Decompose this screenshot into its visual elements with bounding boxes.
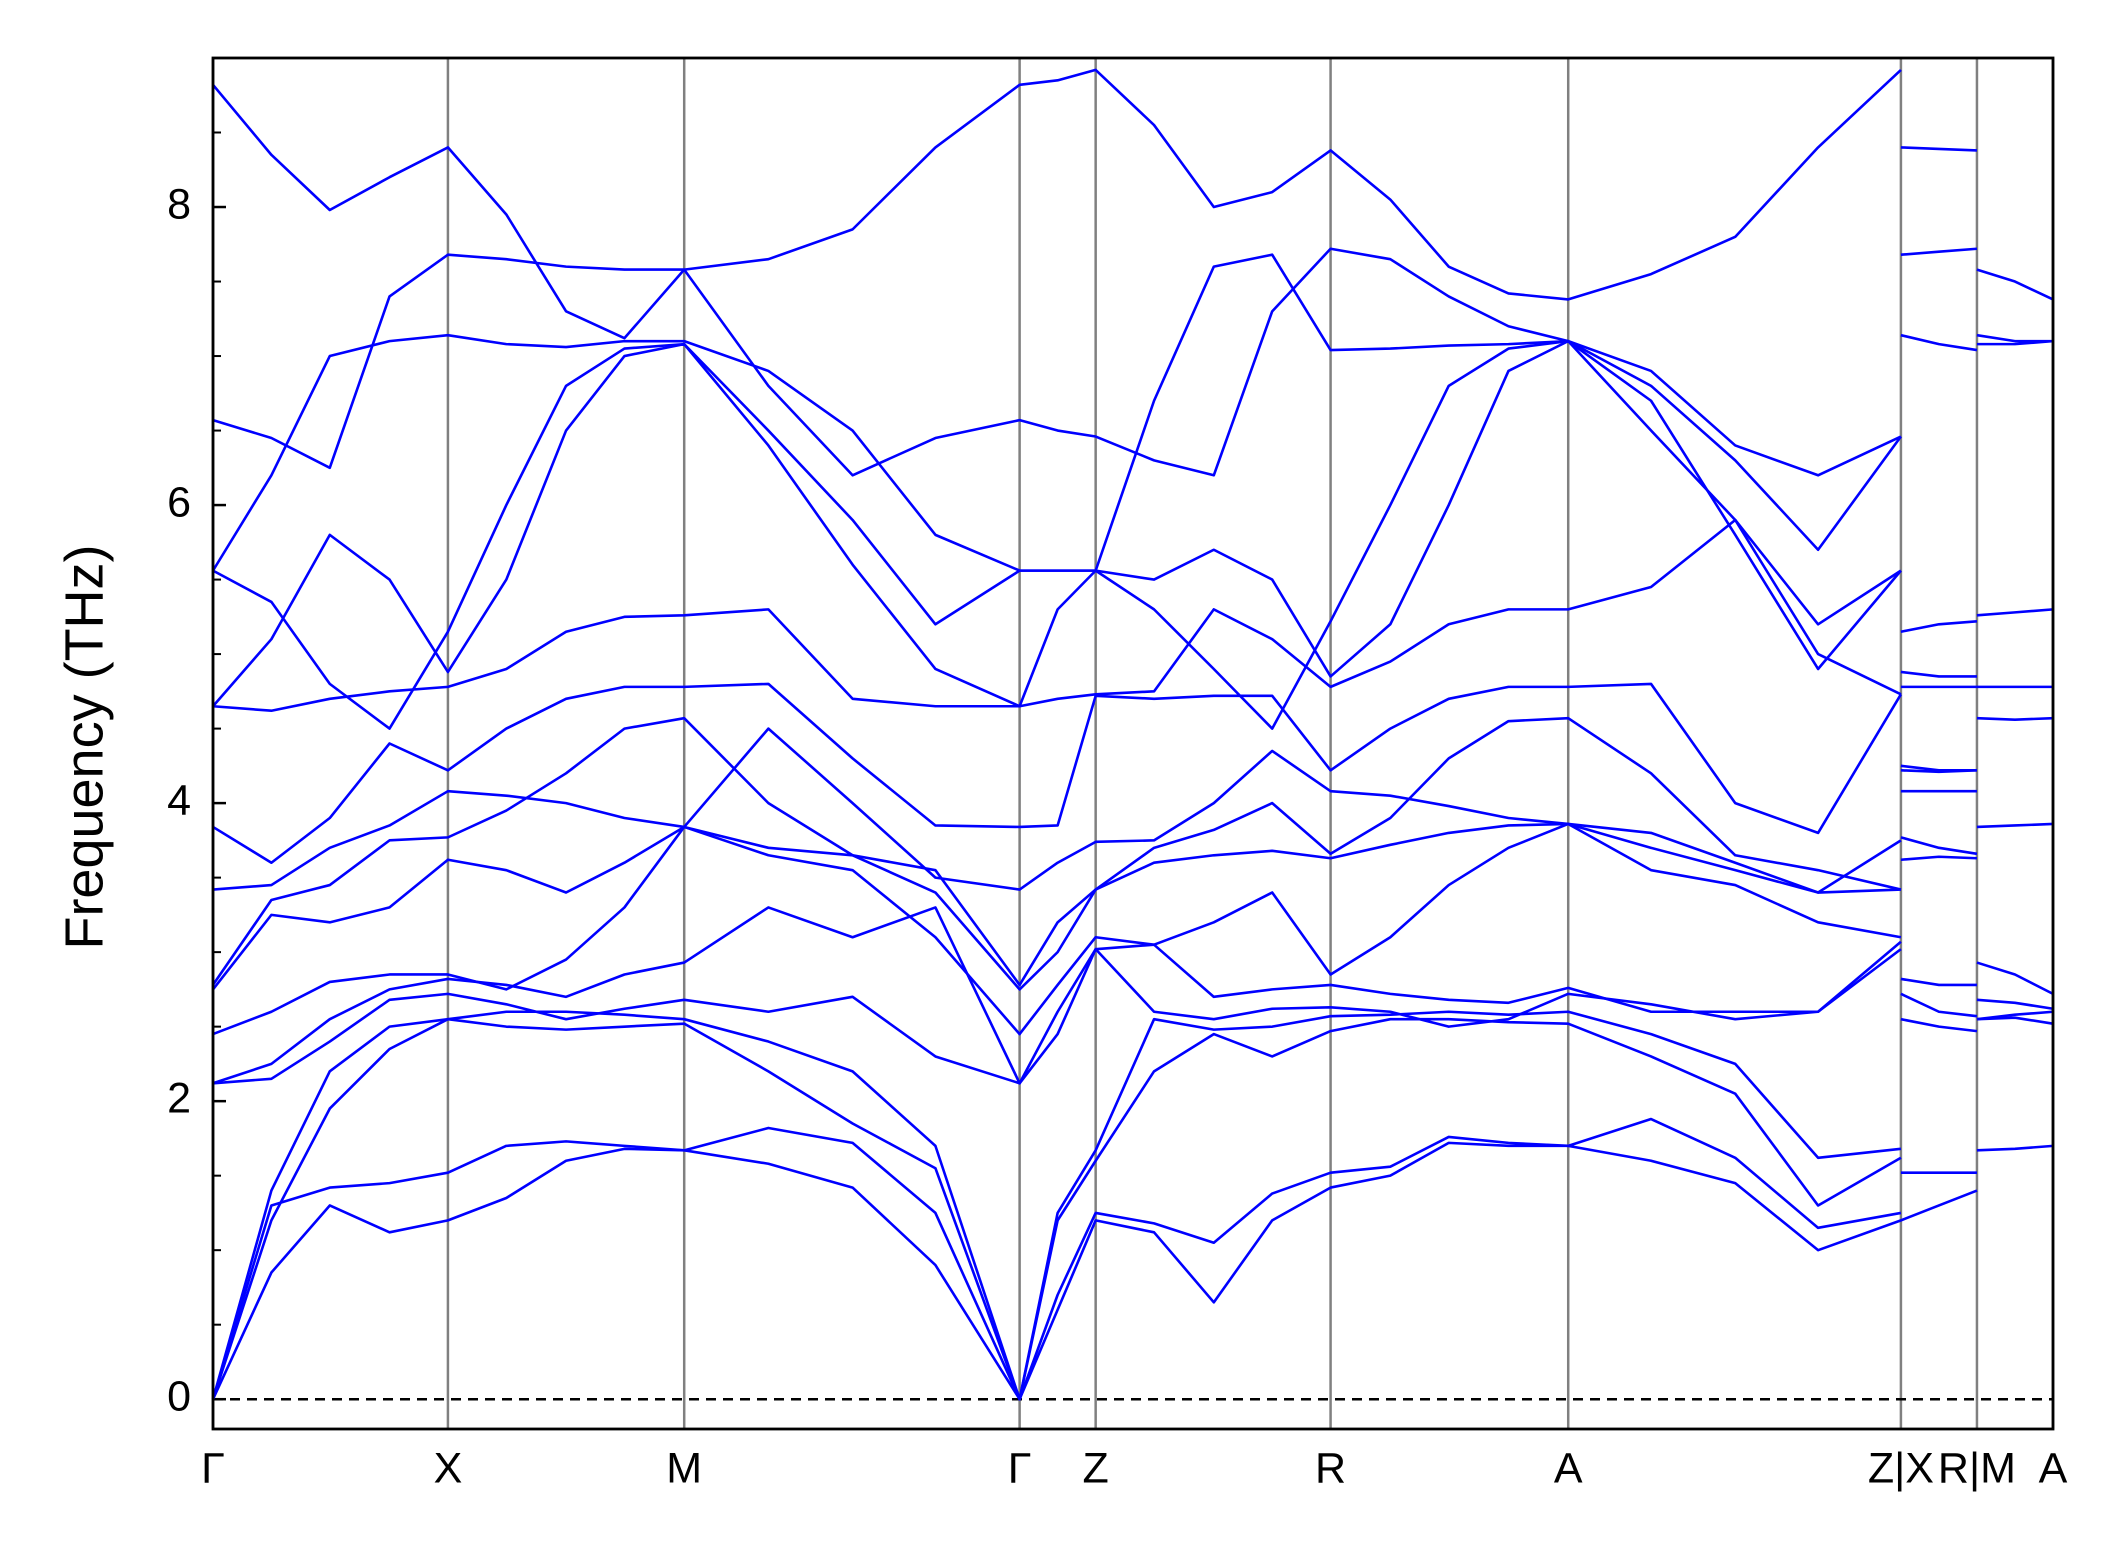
x-tick-label: A	[1554, 1444, 1583, 1492]
y-axis-label: Frequency (THz)	[54, 544, 114, 949]
x-tick-label: X	[434, 1444, 463, 1492]
x-tick-label: A	[2039, 1444, 2068, 1492]
band-line	[212, 268, 2054, 713]
x-tick-label: M	[666, 1444, 702, 1492]
x-tick-label: R	[1315, 1444, 1346, 1492]
band-line	[212, 947, 2054, 1085]
y-tick-label: 4	[167, 776, 191, 824]
x-tick-label: Z|X	[1868, 1444, 1934, 1492]
band-line	[212, 146, 1978, 477]
x-tick-label: Γ	[201, 1444, 225, 1492]
band-line	[212, 333, 2053, 865]
y-tick-label: 8	[167, 180, 191, 228]
band-line	[211, 247, 1978, 572]
plot-frame	[211, 56, 2055, 1431]
band-line	[211, 685, 2053, 991]
x-tick-label: R|M	[1938, 1444, 2016, 1492]
y-tick-label: 0	[167, 1373, 191, 1421]
band-line	[212, 339, 1978, 708]
band-line	[211, 1010, 2054, 1401]
x-tick-label: Z	[1083, 1444, 1109, 1492]
band-line	[212, 716, 2054, 1036]
band-line	[211, 992, 2054, 1401]
band-line	[212, 68, 1902, 340]
y-tick-label: 2	[167, 1075, 191, 1123]
y-tick-label: 6	[167, 478, 191, 526]
band-line	[212, 822, 2054, 1085]
x-tick-label: Γ	[1008, 1444, 1032, 1492]
